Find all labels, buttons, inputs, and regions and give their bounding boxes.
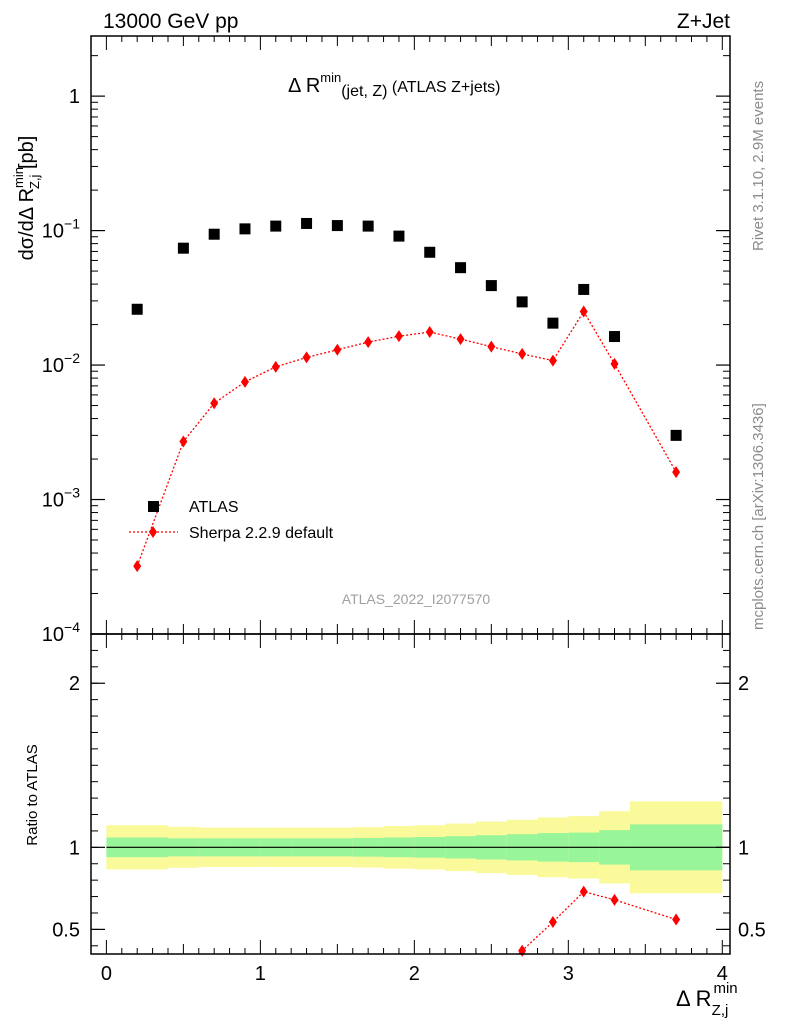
- sherpa-point-15: [610, 357, 619, 370]
- sherpa-point-11: [487, 340, 496, 353]
- main-ylabel-a: dσ/dΔ R: [16, 188, 38, 260]
- atlas-point-6: [331, 220, 343, 232]
- main-ytick-label-1: 10−3: [42, 485, 80, 512]
- mcplots-label: mcplots.cern.ch [arXiv:1306.3436]: [750, 403, 767, 630]
- rivet-label: Rivet 3.1.10, 2.9M events: [750, 81, 767, 251]
- sherpa-point-3: [240, 375, 249, 388]
- ratio-ytick-label-right-1: 1: [738, 837, 749, 859]
- atlas-point-12: [516, 296, 528, 308]
- title-sup: min: [320, 70, 341, 85]
- atlas-point-4: [270, 220, 282, 232]
- main-ytick-label-0: 10−4: [42, 619, 80, 646]
- xtick-label-2: 2: [409, 963, 420, 985]
- ratio-ytick-label-left-1: 1: [69, 837, 80, 859]
- sherpa-point-2: [210, 397, 219, 410]
- atlas-point-7: [362, 220, 374, 232]
- xlabel-sup: min: [713, 980, 737, 997]
- sherpa-point-7: [364, 336, 373, 349]
- xtick-label-0: 0: [101, 963, 112, 985]
- atlas-point-11: [485, 280, 497, 292]
- ratio-ytick-label-right-0: 0.5: [738, 919, 766, 941]
- ratio-plot-frame: [90, 633, 731, 955]
- sherpa-point-6: [333, 343, 342, 356]
- ratio-uncertainty-bands: [106, 801, 730, 894]
- ratio-point-0: [518, 944, 527, 957]
- sherpa-point-5: [302, 351, 311, 364]
- legend: ATLAS Sherpa 2.2.9 default: [129, 499, 334, 542]
- sherpa-point-1: [179, 435, 188, 448]
- ratio-ytick-label-left-2: 2: [69, 673, 80, 695]
- ratio-ytick-label-left-0: 0.5: [52, 919, 80, 941]
- atlas-point-9: [424, 246, 436, 258]
- legend-data-marker: [148, 501, 159, 512]
- atlas-point-16: [670, 429, 682, 441]
- sherpa-point-4: [271, 360, 280, 373]
- main-ytick-label-3: 10−1: [42, 216, 80, 243]
- main-ylabel-sub: Z,j: [27, 174, 42, 189]
- sherpa-point-10: [456, 333, 465, 346]
- atlas-point-1: [177, 242, 189, 254]
- sherpa-point-16: [672, 466, 681, 479]
- main-series: [131, 217, 682, 573]
- ratio-axis-ticks: 0 1 2 3 4 0.5 0.5 1 1 2 2: [52, 634, 766, 985]
- sherpa-point-14: [579, 305, 588, 318]
- legend-mc-label: Sherpa 2.2.9 default: [189, 525, 334, 542]
- ratio-ytick-label-right-2: 2: [738, 673, 749, 695]
- title-rest: (ATLAS Z+jets): [387, 79, 500, 96]
- atlas-point-15: [609, 331, 621, 343]
- ratio-point-1: [548, 916, 557, 928]
- main-ylabel: dσ/dΔ RminZ,j [pb]: [11, 136, 42, 261]
- atlas-point-3: [239, 223, 251, 235]
- title-delta: Δ R: [288, 75, 320, 97]
- ratio-point-4: [672, 913, 681, 926]
- plot-title: Δ Rmin(jet, Z) (ATLAS Z+jets): [288, 70, 501, 100]
- main-ytick-label-4: 1: [69, 86, 80, 108]
- main-ylabel-sup: min: [11, 167, 26, 188]
- xtick-label-4: 4: [717, 963, 728, 985]
- atlas-point-10: [455, 262, 467, 274]
- sherpa-point-13: [548, 354, 557, 367]
- ratio-line: [518, 890, 677, 955]
- atlas-point-8: [393, 230, 405, 242]
- atlas-point-5: [301, 217, 313, 229]
- ratio-series: [518, 885, 681, 957]
- main-ylabel-b: [pb]: [16, 136, 38, 175]
- sherpa-point-0: [133, 560, 142, 573]
- sherpa-point-12: [518, 347, 527, 360]
- sherpa-point-9: [425, 326, 434, 339]
- energy-label: 13000 GeV pp: [103, 10, 238, 33]
- atlas-point-13: [547, 317, 559, 329]
- xtick-label-3: 3: [563, 963, 574, 985]
- main-axis-ticks: 10−4 10−3 10−2 10−1 1: [42, 36, 730, 646]
- sherpa-point-8: [394, 330, 403, 343]
- process-label: Z+Jet: [677, 10, 730, 33]
- atlas-point-0: [131, 303, 143, 315]
- xlabel-sub: Z,j: [712, 1002, 729, 1019]
- analysis-watermark: ATLAS_2022_I2077570: [342, 591, 491, 607]
- title-sub: (jet, Z): [341, 83, 387, 100]
- atlas-point-14: [578, 283, 590, 295]
- xlabel-main: Δ R: [676, 986, 711, 1011]
- legend-mc-marker: [149, 526, 157, 538]
- ratio-ylabel: Ratio to ATLAS: [24, 744, 41, 845]
- atlas-point-2: [208, 228, 220, 240]
- legend-data-label: ATLAS: [189, 499, 239, 516]
- main-ytick-label-2: 10−2: [42, 350, 80, 377]
- xtick-label-1: 1: [255, 963, 266, 985]
- ratio-point-2: [579, 885, 588, 898]
- ratio-point-3: [610, 893, 619, 906]
